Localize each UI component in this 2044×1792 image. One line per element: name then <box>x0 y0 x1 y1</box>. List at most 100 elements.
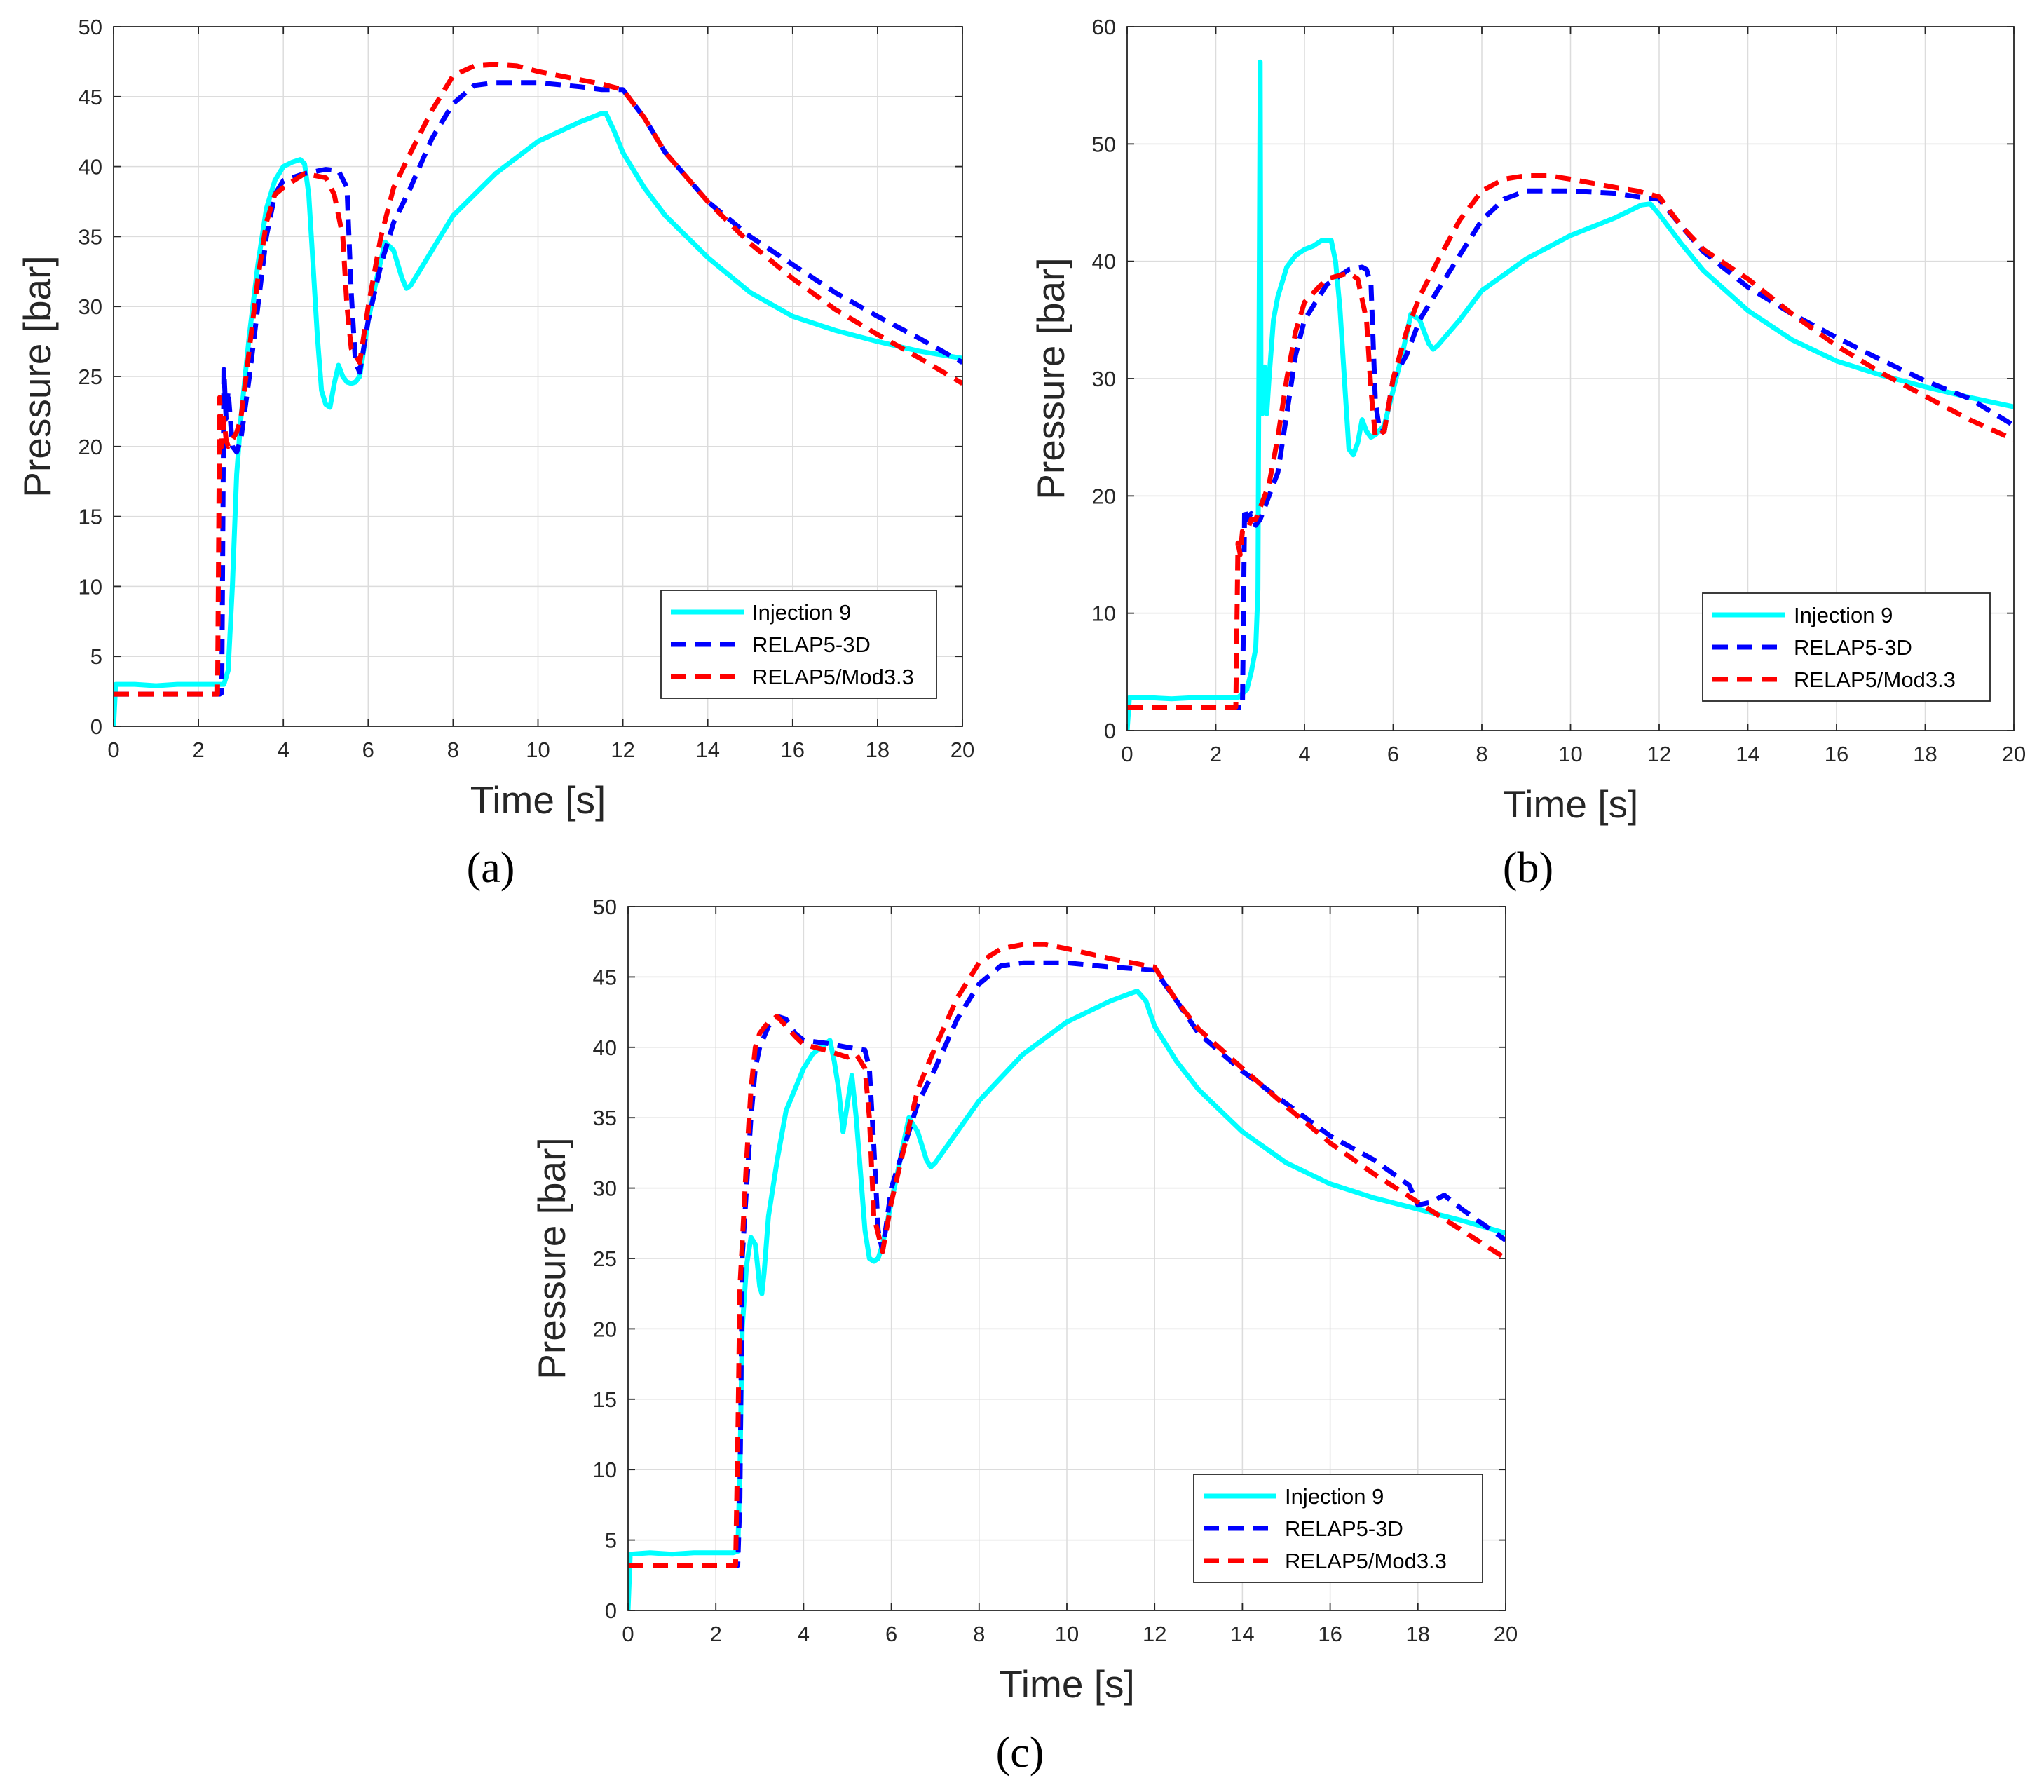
y-tick-label: 30 <box>79 294 102 319</box>
x-tick-label: 0 <box>622 1622 634 1646</box>
x-tick-label: 2 <box>1210 742 1222 766</box>
legend-label: RELAP5/Mod3.3 <box>752 665 914 689</box>
series-line-injection-9 <box>1127 59 2014 731</box>
x-tick-label: 16 <box>781 738 805 762</box>
y-tick-label: 35 <box>593 1106 617 1130</box>
x-tick-label: 14 <box>1736 742 1759 766</box>
legend-label: RELAP5-3D <box>752 632 871 657</box>
panel-label: (a) <box>467 844 515 892</box>
x-ticks: 0 2 4 6 8 10 12 14 16 18 20 <box>622 907 1518 1646</box>
x-tick-label: 4 <box>278 738 289 762</box>
y-tick-label: 50 <box>1092 132 1116 156</box>
chart-panel-c: 0 2 4 6 8 10 12 14 16 18 20 0 5 10 15 20 25 30 35 40 45 50 Tim… <box>530 895 1518 1777</box>
y-axis-label: Pressure [bar] <box>530 1137 573 1379</box>
y-tick-label: 45 <box>593 965 617 989</box>
y-tick-label: 5 <box>90 644 102 669</box>
y-tick-label: 0 <box>1104 719 1116 743</box>
y-tick-label: 60 <box>1092 15 1116 39</box>
y-axis-label: Pressure [bar] <box>1029 257 1072 499</box>
x-tick-label: 6 <box>362 738 374 762</box>
y-ticks: 0 5 10 15 20 25 30 35 40 45 50 <box>593 895 1506 1623</box>
y-tick-label: 30 <box>1092 367 1116 391</box>
series-lines <box>1127 59 2014 731</box>
y-tick-label: 40 <box>79 155 102 179</box>
x-tick-label: 2 <box>192 738 204 762</box>
panel-label: (c) <box>996 1729 1044 1777</box>
legend-label: RELAP5/Mod3.3 <box>1794 667 1956 692</box>
y-tick-label: 0 <box>605 1598 617 1623</box>
chart-panel-b: 0 2 4 6 8 10 12 14 16 18 20 0 10 20 30 40 50 60 Time [s] Pr… <box>1029 15 2026 892</box>
legend: Injection 9 RELAP5-3D RELAP5/Mod3.3 <box>1193 1474 1483 1583</box>
x-tick-label: 10 <box>1558 742 1582 766</box>
legend: Injection 9 RELAP5-3D RELAP5/Mod3.3 <box>1702 592 1991 702</box>
legend-label: Injection 9 <box>752 600 851 625</box>
x-tick-label: 4 <box>798 1622 810 1646</box>
y-tick-label: 10 <box>1092 602 1116 626</box>
x-tick-label: 0 <box>1121 742 1133 766</box>
y-tick-label: 45 <box>79 85 102 109</box>
y-tick-label: 35 <box>79 224 102 249</box>
y-tick-label: 15 <box>79 505 102 529</box>
x-tick-label: 16 <box>1318 1622 1342 1646</box>
x-tick-label: 16 <box>1825 742 1848 766</box>
x-tick-label: 20 <box>1494 1622 1518 1646</box>
y-tick-label: 10 <box>593 1458 617 1482</box>
panel-label: (b) <box>1503 844 1553 892</box>
series-lines <box>114 62 962 726</box>
y-tick-label: 0 <box>90 714 102 739</box>
x-tick-label: 18 <box>1406 1622 1430 1646</box>
legend-label: Injection 9 <box>1794 603 1893 627</box>
legend-label: RELAP5-3D <box>1794 635 1912 660</box>
x-ticks: 0 2 4 6 8 10 12 14 16 18 20 <box>107 27 974 762</box>
x-tick-label: 10 <box>1055 1622 1079 1646</box>
x-tick-label: 20 <box>2002 742 2026 766</box>
x-tick-label: 20 <box>951 738 974 762</box>
x-tick-label: 12 <box>1143 1622 1166 1646</box>
x-tick-label: 18 <box>1913 742 1937 766</box>
series-line-relap5-3d <box>114 80 962 697</box>
x-tick-label: 4 <box>1298 742 1310 766</box>
x-tick-label: 6 <box>1387 742 1399 766</box>
x-tick-label: 8 <box>447 738 459 762</box>
y-tick-label: 5 <box>605 1528 617 1553</box>
x-tick-label: 12 <box>611 738 634 762</box>
y-tick-label: 50 <box>79 15 102 39</box>
x-tick-label: 14 <box>695 738 719 762</box>
legend-label: RELAP5-3D <box>1285 1516 1403 1541</box>
x-ticks: 0 2 4 6 8 10 12 14 16 18 20 <box>1121 27 2026 766</box>
y-tick-label: 15 <box>593 1387 617 1412</box>
chart-panel-a: 0 2 4 6 8 10 12 14 16 18 20 0 5 10 15 20 25 30 35 40 45 50 Tim… <box>15 15 974 892</box>
x-tick-label: 14 <box>1230 1622 1254 1646</box>
series-line-relap5-mod3-3 <box>114 62 962 697</box>
x-tick-label: 0 <box>107 738 119 762</box>
series-line-relap5-3d <box>628 960 1506 1568</box>
x-tick-label: 8 <box>1476 742 1487 766</box>
legend-label: RELAP5/Mod3.3 <box>1285 1549 1447 1573</box>
x-tick-label: 10 <box>526 738 550 762</box>
series-line-relap5-mod3-3 <box>628 942 1506 1568</box>
x-tick-label: 12 <box>1647 742 1671 766</box>
x-tick-label: 18 <box>866 738 890 762</box>
y-tick-label: 40 <box>593 1036 617 1060</box>
y-tick-label: 20 <box>79 435 102 459</box>
legend-label: Injection 9 <box>1285 1484 1384 1509</box>
x-tick-label: 8 <box>973 1622 985 1646</box>
y-ticks: 0 5 10 15 20 25 30 35 40 45 50 <box>79 15 962 739</box>
x-tick-label: 6 <box>885 1622 897 1646</box>
y-tick-label: 10 <box>79 574 102 599</box>
y-tick-label: 25 <box>79 365 102 389</box>
x-axis-label: Time [s] <box>999 1662 1135 1706</box>
series-lines <box>628 942 1506 1610</box>
legend: Injection 9 RELAP5-3D RELAP5/Mod3.3 <box>660 590 937 699</box>
series-line-relap5-mod3-3 <box>1127 173 2014 710</box>
y-tick-label: 40 <box>1092 250 1116 274</box>
y-tick-label: 20 <box>1092 484 1116 508</box>
y-axis-label: Pressure [bar] <box>15 255 59 497</box>
y-tick-label: 25 <box>593 1247 617 1271</box>
y-tick-label: 50 <box>593 895 617 919</box>
x-axis-label: Time [s] <box>470 778 606 822</box>
x-tick-label: 2 <box>710 1622 722 1646</box>
y-tick-label: 30 <box>593 1176 617 1201</box>
y-tick-label: 20 <box>593 1317 617 1341</box>
